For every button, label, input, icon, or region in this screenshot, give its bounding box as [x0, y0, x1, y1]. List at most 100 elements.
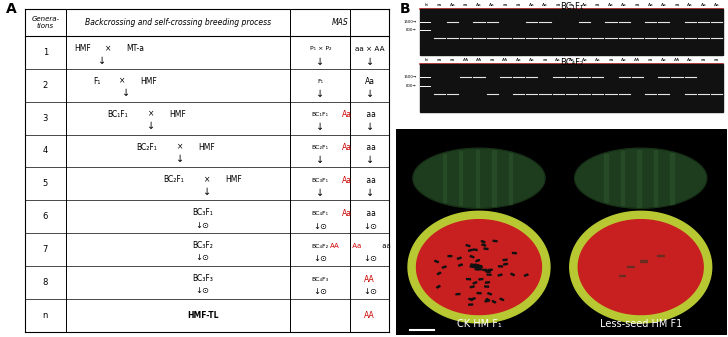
Polygon shape — [670, 153, 673, 204]
Text: Aa: Aa — [700, 3, 706, 7]
Text: Aa: Aa — [489, 3, 495, 7]
Text: Aa: Aa — [516, 58, 521, 62]
Text: CK HM F₁: CK HM F₁ — [456, 319, 502, 329]
Polygon shape — [456, 294, 460, 295]
Text: HMF: HMF — [225, 176, 242, 184]
Text: Aa: Aa — [622, 3, 627, 7]
Text: A: A — [6, 2, 16, 17]
Text: AA: AA — [365, 275, 375, 284]
Polygon shape — [504, 263, 507, 265]
Polygon shape — [416, 220, 542, 314]
Polygon shape — [478, 265, 482, 267]
Text: Aa: Aa — [476, 3, 482, 7]
Text: HMF: HMF — [198, 143, 215, 152]
Polygon shape — [471, 298, 475, 300]
Text: ×: × — [119, 77, 125, 86]
Text: Aa: Aa — [648, 3, 654, 7]
Text: aa: aa — [569, 3, 574, 7]
Polygon shape — [488, 269, 492, 271]
Text: 1500→: 1500→ — [403, 20, 416, 24]
Text: ki: ki — [424, 58, 428, 62]
Polygon shape — [469, 304, 472, 305]
Polygon shape — [503, 259, 507, 261]
Polygon shape — [481, 241, 485, 243]
Polygon shape — [486, 299, 490, 301]
Text: aa: aa — [364, 110, 376, 119]
Text: Aa: Aa — [342, 110, 352, 119]
Text: BC₄F₁: BC₄F₁ — [312, 211, 329, 216]
Polygon shape — [468, 249, 472, 251]
Text: AA: AA — [634, 58, 641, 62]
Text: ↓⊙: ↓⊙ — [196, 220, 210, 229]
Polygon shape — [640, 261, 646, 262]
Text: aa: aa — [489, 58, 495, 62]
Text: aa: aa — [635, 3, 640, 7]
Polygon shape — [510, 273, 515, 276]
Polygon shape — [475, 269, 479, 270]
Text: aa: aa — [437, 58, 442, 62]
Text: Aa: Aa — [542, 3, 548, 7]
Polygon shape — [499, 266, 502, 267]
Polygon shape — [621, 151, 624, 205]
Polygon shape — [486, 271, 490, 272]
Polygon shape — [483, 269, 487, 271]
Polygon shape — [477, 266, 481, 268]
Text: 600→: 600→ — [405, 28, 416, 32]
Text: BC₁F₁: BC₁F₁ — [560, 2, 583, 11]
Polygon shape — [488, 293, 491, 295]
Text: 2: 2 — [43, 81, 48, 90]
Text: ×: × — [148, 110, 154, 119]
Text: aa: aa — [555, 3, 561, 7]
Text: HMF: HMF — [169, 110, 186, 119]
Polygon shape — [459, 151, 462, 205]
Polygon shape — [442, 266, 446, 268]
Text: ↓⊙: ↓⊙ — [313, 254, 328, 264]
Text: BC₂F₁: BC₂F₁ — [163, 176, 184, 184]
Text: Aa: Aa — [622, 58, 627, 62]
Polygon shape — [499, 298, 504, 301]
Text: Aa: Aa — [342, 176, 352, 185]
Text: F₁: F₁ — [93, 77, 100, 86]
Text: Aa: Aa — [529, 3, 534, 7]
Text: ki: ki — [424, 3, 428, 7]
Text: 6: 6 — [43, 212, 48, 221]
Text: BC₂F₁: BC₂F₁ — [312, 145, 329, 150]
Polygon shape — [498, 274, 502, 276]
Polygon shape — [448, 255, 452, 257]
Polygon shape — [485, 300, 489, 302]
Polygon shape — [509, 153, 512, 204]
Polygon shape — [457, 257, 462, 259]
Polygon shape — [484, 248, 488, 249]
Polygon shape — [408, 211, 550, 323]
Text: AA: AA — [365, 311, 375, 320]
Text: ↓: ↓ — [147, 121, 155, 131]
Text: Aa: Aa — [529, 58, 534, 62]
Polygon shape — [473, 266, 478, 268]
Text: AA: AA — [463, 58, 469, 62]
Text: aa: aa — [364, 143, 376, 152]
Text: ×: × — [177, 143, 183, 152]
Text: AA: AA — [502, 58, 508, 62]
Text: AA: AA — [476, 58, 482, 62]
Text: aa: aa — [648, 58, 653, 62]
Polygon shape — [493, 240, 497, 242]
Polygon shape — [478, 267, 482, 268]
Text: aa: aa — [364, 176, 376, 185]
Polygon shape — [657, 255, 664, 256]
Text: ↓⊙: ↓⊙ — [313, 221, 328, 231]
Text: ↓: ↓ — [122, 88, 130, 98]
Text: BC₁F₁: BC₁F₁ — [312, 112, 329, 117]
Text: Aa: Aa — [687, 58, 693, 62]
Text: aa: aa — [714, 58, 719, 62]
Text: 7: 7 — [43, 245, 48, 254]
Polygon shape — [443, 154, 446, 202]
Polygon shape — [436, 285, 440, 288]
Polygon shape — [470, 286, 475, 288]
Polygon shape — [492, 150, 496, 206]
Text: Aa: Aa — [342, 209, 352, 218]
Text: Aa: Aa — [687, 3, 693, 7]
Polygon shape — [469, 298, 472, 300]
Text: ↓⊙: ↓⊙ — [313, 287, 328, 296]
Text: ↓: ↓ — [317, 57, 325, 66]
Polygon shape — [413, 148, 545, 208]
